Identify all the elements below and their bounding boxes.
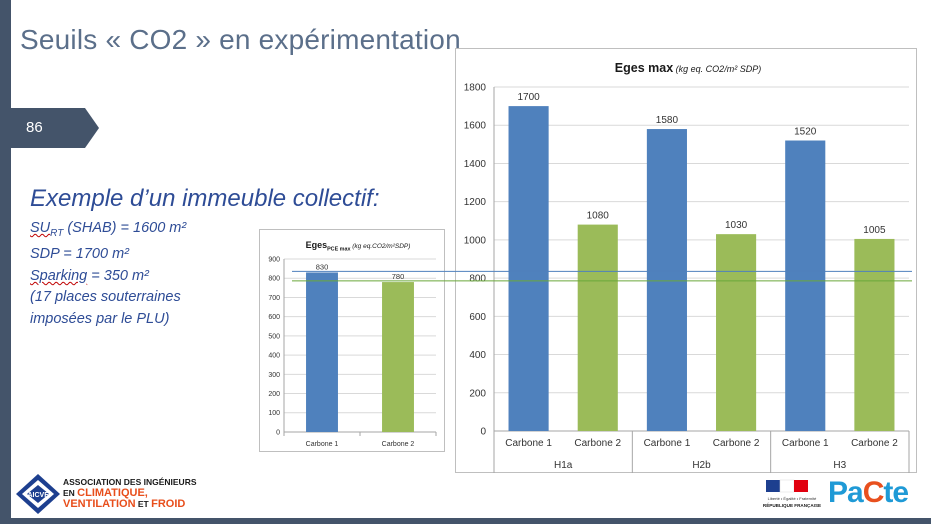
y-tick-label: 200	[268, 391, 280, 398]
aicvf-text: ASSOCIATION DES INGÉNIEURS EN CLIMATIQUE…	[63, 477, 197, 510]
rf-motto: Liberté • Égalité • Fraternité	[768, 496, 818, 501]
chart-title-main: Eges	[306, 240, 328, 250]
y-tick-label: 600	[469, 312, 486, 323]
data-label: 1700	[517, 92, 540, 103]
small-chart: 0 100 200 300 400 500 600 700 800 900 830 Carbone 1…	[259, 229, 445, 452]
small-chart-svg: 0 100 200 300 400 500 600 700 800 900 830 Carbone 1…	[268, 240, 437, 448]
pacte-c: C	[862, 476, 885, 509]
chart-title-sub: PCE max	[327, 247, 350, 253]
page-number-badge	[11, 108, 99, 148]
y-tick-label: 800	[469, 274, 486, 285]
y-tick-label: 0	[480, 427, 486, 438]
surt-line: SURT (SHAB) = 1600 m²	[30, 218, 186, 244]
y-tick-label: 200	[469, 388, 486, 399]
sdp-line: SDP = 1700 m²	[30, 246, 129, 263]
page-number: 86	[26, 119, 43, 136]
group-label: H1a	[554, 460, 573, 471]
building-info: SURT (SHAB) = 1600 m² SDP = 1700 m² Spar…	[30, 218, 186, 330]
y-tick-label: 1600	[464, 121, 487, 132]
left-accent-bar	[0, 0, 11, 524]
bar	[785, 140, 826, 431]
category-label: Carbone 1	[644, 438, 691, 449]
y-tick-label: 400	[268, 353, 280, 360]
aicvf-line3-big2: FROID	[151, 498, 186, 510]
group-label: H3	[833, 460, 846, 471]
chart-title: Eges max (kg eq. CO2/m² SDP)	[615, 61, 761, 75]
places-line-1: (17 places souterraines	[30, 289, 181, 306]
chart-title-unit: (kg eq. CO2/m² SDP)	[673, 64, 761, 74]
bottom-accent-bar	[0, 518, 931, 524]
bar	[382, 282, 414, 432]
chart-title-unit: (kg eq.CO2/m²SDP)	[350, 243, 410, 250]
category-label: Carbone 2	[713, 438, 760, 449]
group-label: H2b	[692, 460, 711, 471]
y-tick-label: 100	[268, 410, 280, 417]
rf-name: RÉPUBLIQUE FRANÇAISE	[763, 501, 821, 508]
data-label: 1030	[725, 220, 748, 231]
category-label: Carbone 1	[782, 438, 829, 449]
sparking-label: Sparking	[30, 267, 88, 284]
y-tick-label: 1000	[464, 235, 487, 246]
data-label: 1520	[794, 127, 817, 138]
data-label: 780	[392, 272, 405, 281]
pacte-te: te	[883, 476, 909, 509]
surt-label: SU	[30, 220, 51, 236]
aicvf-line3: VENTILATION ET FROID	[63, 499, 197, 510]
aicvf-abbr: AICVF	[28, 492, 50, 499]
y-tick-label: 500	[268, 333, 280, 340]
category-label: Carbone 1	[505, 438, 552, 449]
category-label: Carbone 2	[382, 441, 415, 448]
aicvf-line2-small: EN	[63, 488, 78, 498]
category-label: Carbone 1	[306, 441, 339, 448]
main-chart: 0 200 400 600 800 1000 1200 1400 1600 1800 1700 Car…	[455, 48, 917, 473]
y-tick-label: 800	[268, 276, 280, 283]
aicvf-line3-small: ET	[135, 499, 152, 509]
sparking-value: = 350 m²	[87, 267, 149, 284]
surt-sub: RT	[50, 227, 64, 239]
y-tick-label: 1400	[464, 159, 487, 170]
republique-francaise-logo: Liberté • Égalité • Fraternité RÉPUBLIQU…	[763, 479, 821, 508]
chart-title: EgesPCE max (kg eq.CO2/m²SDP)	[306, 240, 411, 253]
bar	[716, 234, 757, 431]
pacte-pa: Pa	[828, 476, 864, 509]
aicvf-line2: EN CLIMATIQUE,	[63, 488, 197, 499]
data-label: 1080	[587, 211, 610, 222]
data-label: 830	[316, 262, 329, 271]
bar	[306, 272, 338, 432]
y-tick-label: 300	[268, 372, 280, 379]
y-tick-label: 900	[268, 256, 280, 263]
aicvf-logo: AICVF	[16, 474, 60, 514]
pacte-logo: PaCte	[828, 476, 909, 510]
aicvf-line2-big: CLIMATIQUE,	[77, 487, 148, 499]
aicvf-line1: ASSOCIATION DES INGÉNIEURS	[63, 477, 197, 487]
y-tick-label: 1800	[464, 83, 487, 94]
y-tick-label: 600	[268, 314, 280, 321]
y-tick-label: 700	[268, 295, 280, 302]
data-label: 1005	[863, 225, 886, 236]
data-label: 1580	[656, 115, 679, 126]
example-heading: Exemple d’un immeuble collectif:	[30, 185, 380, 212]
bar	[646, 129, 687, 431]
category-label: Carbone 2	[574, 438, 621, 449]
y-tick-label: 0	[276, 429, 280, 436]
bar	[508, 106, 549, 431]
surt-value: (SHAB) = 1600 m²	[63, 220, 187, 236]
aicvf-line3-big: VENTILATION	[63, 498, 136, 510]
places-line-2: imposées par le PLU)	[30, 310, 170, 327]
sparking-line: Sparking = 350 m²	[30, 266, 186, 288]
slide-title: Seuils « CO2 » en expérimentation	[20, 24, 461, 55]
bar	[577, 224, 618, 431]
chart-title-main: Eges max	[615, 61, 673, 75]
y-tick-label: 400	[469, 350, 486, 361]
category-label: Carbone 2	[851, 438, 898, 449]
y-tick-label: 1200	[464, 197, 487, 208]
